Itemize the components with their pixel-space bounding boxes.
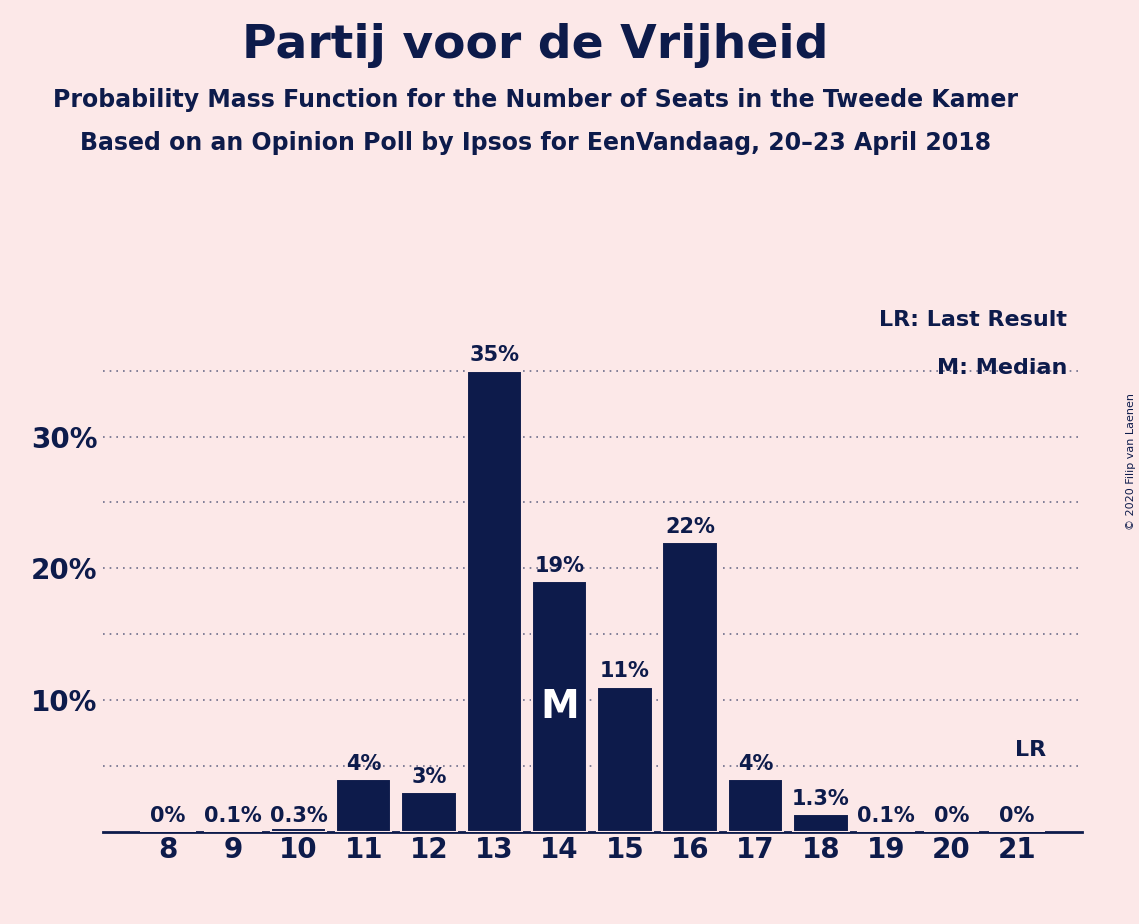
Text: LR: Last Result: LR: Last Result [879, 310, 1067, 330]
Bar [271, 828, 326, 832]
Bar [663, 541, 718, 832]
Text: 0%: 0% [150, 807, 186, 826]
Text: LR: LR [1015, 740, 1046, 760]
Text: 22%: 22% [665, 517, 715, 537]
Text: M: M [540, 687, 579, 725]
Bar [597, 687, 653, 832]
Text: 4%: 4% [738, 754, 773, 773]
Bar [336, 779, 392, 832]
Text: 35%: 35% [469, 346, 519, 366]
Text: 1.3%: 1.3% [792, 789, 850, 809]
Text: 0.3%: 0.3% [270, 807, 327, 826]
Text: 4%: 4% [346, 754, 382, 773]
Bar [532, 581, 588, 832]
Text: Partij voor de Vrijheid: Partij voor de Vrijheid [243, 23, 828, 68]
Text: 11%: 11% [600, 662, 650, 682]
Text: Probability Mass Function for the Number of Seats in the Tweede Kamer: Probability Mass Function for the Number… [52, 88, 1018, 112]
Text: 0.1%: 0.1% [858, 807, 915, 826]
Bar [728, 779, 784, 832]
Bar [859, 831, 913, 832]
Bar [401, 792, 457, 832]
Bar [793, 814, 849, 832]
Text: M: Median: M: Median [937, 358, 1067, 378]
Text: 19%: 19% [534, 556, 584, 577]
Bar [467, 371, 522, 832]
Text: © 2020 Filip van Laenen: © 2020 Filip van Laenen [1126, 394, 1136, 530]
Text: Based on an Opinion Poll by Ipsos for EenVandaag, 20–23 April 2018: Based on an Opinion Poll by Ipsos for Ee… [80, 131, 991, 155]
Text: 0.1%: 0.1% [204, 807, 262, 826]
Bar [205, 831, 261, 832]
Text: 3%: 3% [411, 767, 446, 787]
Text: 0%: 0% [934, 807, 969, 826]
Text: 0%: 0% [999, 807, 1034, 826]
